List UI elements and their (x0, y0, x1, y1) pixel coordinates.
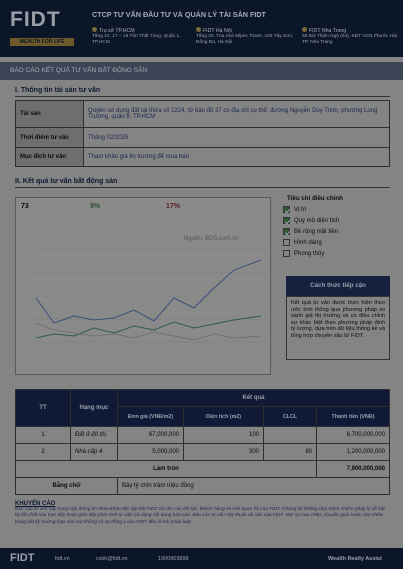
header-cell: Hạng mục (70, 389, 118, 427)
chart-image: 73 9% 17% Nguồn: BDS.com.vn (15, 197, 271, 375)
header-cell: TT (15, 389, 71, 427)
label: Tài sản (15, 100, 84, 128)
cell: Đất ở đô thị (70, 426, 118, 444)
office-address: Tầng 26, Tòa nhà Mipec Tower, 229 Tây Sơ… (196, 34, 294, 45)
criteria-label: Vị trí (294, 206, 307, 213)
info-table: Tài sản Quyền sử dụng đất tại thửa số 122… (15, 100, 390, 167)
approach-title: Cách thức tiếp cận (286, 276, 390, 296)
approach-text: Kết quả tư vấn được thực hiện theo ước t… (286, 296, 390, 360)
office-name: Trụ sở TP.HCM (99, 28, 135, 34)
header-cell: Thành tiền (VNĐ) (316, 406, 390, 427)
recommendation: KHUYẾN CÁO Báo cáo tư vấn này cung cấp th… (15, 501, 390, 526)
cell: Bằng chữ (15, 477, 118, 495)
recommendation-text: Báo cáo tư vấn này cung cấp thông tin th… (15, 507, 385, 525)
cell: 1,200,000,000 (316, 443, 390, 461)
cell: 1 (15, 426, 71, 444)
cell: 2 (15, 443, 71, 461)
brand: Wealth Realty Assist (328, 556, 382, 562)
checkbox (283, 217, 290, 224)
row: Thời điểm tư vấn Tháng 02/2025 (15, 127, 390, 148)
checkbox (283, 239, 290, 246)
row: Mục đích tư vấn Tham khảo giá thị trường … (15, 147, 390, 167)
criteria-label: Bề rộng mặt tiền (294, 228, 339, 235)
office-address: Tầng 10, 17 – 19 Tôn Thất Tùng, Quận 1, … (92, 34, 181, 45)
value: Tháng 02/2025 (83, 127, 390, 148)
criteria-item: Hình dáng (283, 239, 390, 246)
phone: 1900969898 (158, 556, 189, 562)
footer-logo: FIDT (10, 552, 35, 564)
office-name: FIDT Hà Nội (203, 28, 232, 34)
company-name: CTCP TƯ VẤN ĐẦU TƯ VÀ QUẢN LÝ TÀI SẢN FI… (92, 10, 266, 19)
criteria-item: Quy mô diện tích (283, 217, 390, 224)
recommendation-title: KHUYẾN CÁO (15, 501, 56, 507)
cell: Làm tròn (15, 460, 317, 478)
criteria-item: Phong thủy (283, 250, 390, 257)
cell: 5,000,000 (117, 443, 184, 461)
checkbox (283, 206, 290, 213)
office-name: FIDT Nha Trang (309, 28, 347, 34)
stat: 17% (166, 203, 181, 210)
office: Trụ sở TP.HCM Tầng 10, 17 – 19 Tôn Thất T… (92, 27, 192, 46)
checkbox (283, 250, 290, 257)
row: Tài sản Quyền sử dụng đất tại thửa số 122… (15, 100, 390, 128)
cell: 7,900,000,000 (316, 460, 390, 478)
cell: Nhà cấp 4 (70, 443, 118, 461)
header-cell: CLCL (263, 406, 317, 427)
tagline: WEALTH FOR LIFE (10, 38, 74, 46)
stat: 73 (21, 203, 29, 210)
cell: 80 (263, 443, 317, 461)
criteria-item: Vị trí (283, 206, 390, 213)
cell: 300 (183, 443, 264, 461)
value: Quyền sử dụng đất tại thửa số 1224, tờ b… (83, 100, 390, 128)
cell (263, 426, 317, 444)
header: FIDT WEALTH FOR LIFE CTCP TƯ VẤN ĐẦU TƯ … (0, 0, 403, 57)
stat: 9% (90, 203, 101, 210)
value: Tham khảo giá thị trường để mua bán (83, 147, 390, 167)
label: Thời điểm tư vấn (15, 127, 84, 148)
email: cskh@fidt.vn (96, 556, 128, 562)
office: FIDT Hà Nội Tầng 26, Tòa nhà Mipec Tower,… (196, 27, 296, 46)
criteria-label: Quy mô diện tích (294, 217, 340, 224)
criteria-item: Bề rộng mặt tiền (283, 228, 390, 235)
section-title: II. Kết quả tư vấn bất động sản (15, 178, 390, 188)
logo: FIDT (10, 8, 61, 31)
section-title: I. Thông tin tài sản tư vấn (15, 87, 390, 97)
cell: 100 (183, 426, 264, 444)
report-title: BÁO CÁO KẾT QUẢ TƯ VẤN BẤT ĐỘNG SẢN (0, 62, 403, 80)
criteria-label: Hình dáng (294, 239, 322, 246)
checkbox (283, 228, 290, 235)
cell: Bảy tỷ chín trăm triệu đồng (117, 477, 390, 495)
header-cell: Đơn giá (VNĐ/m2) (117, 406, 184, 427)
office-address: 56 Bùi Thiện Ngộ (84), KĐT VCN Phước Hải… (302, 34, 399, 45)
website: fidt.vn (55, 556, 70, 562)
chart-lines (34, 249, 266, 343)
footer: FIDT fidt.vn cskh@fidt.vn 1900969898 Wea… (0, 548, 403, 569)
chart-source: Nguồn: BDS.com.vn (184, 236, 239, 242)
criteria: Tiêu chí điều chỉnh Vị trí Quy mô diện tí… (275, 195, 390, 257)
header-cell: Diện tích (m2) (183, 406, 264, 427)
cell: 67,000,000 (117, 426, 184, 444)
cell: 6,700,000,000 (316, 426, 390, 444)
result-table: TT Hạng mục Kết quả Đơn giá (VNĐ/m2) Diện t… (15, 389, 390, 495)
header-cell: Kết quả (117, 389, 390, 407)
criteria-list: Vị trí Quy mô diện tích Bề rộng mặt tiền Hì… (275, 206, 390, 257)
office: FIDT Nha Trang 56 Bùi Thiện Ngộ (84), KĐT… (302, 27, 402, 46)
criteria-title: Tiêu chí điều chỉnh (287, 195, 343, 202)
criteria-label: Phong thủy (294, 250, 325, 257)
label: Mục đích tư vấn (15, 147, 84, 167)
